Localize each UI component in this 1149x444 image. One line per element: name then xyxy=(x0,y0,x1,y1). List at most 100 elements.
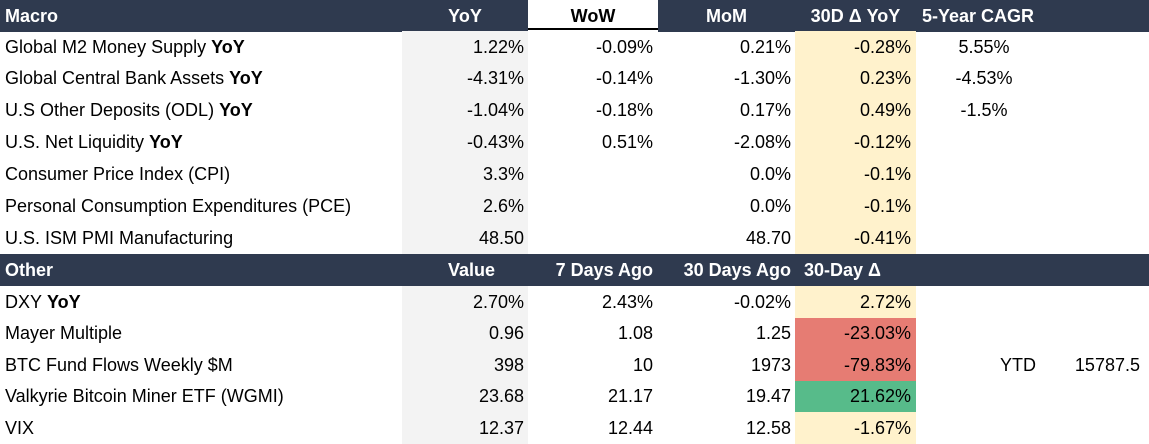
ytd-label: YTD xyxy=(1000,354,1036,375)
thirty-day-delta-cell[interactable]: 2.72% xyxy=(795,286,916,318)
cagr-cell[interactable] xyxy=(916,127,1052,159)
value-header[interactable]: Value xyxy=(447,259,495,280)
macro-table-row: Personal Consumption Expenditures (PCE) 2… xyxy=(0,190,1149,223)
row-label-text: DXY xyxy=(5,291,43,312)
thirty-days-ago-cell[interactable]: 1.25 xyxy=(755,323,791,344)
macro-header-row: Macro YoY WoW MoM 30D Δ YoY 5-Year CAGR xyxy=(0,0,1149,32)
thirty-days-ago-cell[interactable]: 1973 xyxy=(750,354,791,375)
thirty-day-delta-cell[interactable]: -23.03% xyxy=(795,317,916,350)
cagr-cell[interactable]: 5.55% xyxy=(958,36,1010,57)
cagr-header[interactable]: 5-Year CAGR xyxy=(922,5,1035,26)
row-label[interactable]: Valkyrie Bitcoin Miner ETF (WGMI) xyxy=(0,381,402,413)
wow-header-underline xyxy=(528,28,658,30)
macro-header-label[interactable]: Macro xyxy=(5,5,59,26)
delta-30d-yoy-cell[interactable]: 0.23% xyxy=(795,62,916,95)
row-label[interactable]: Mayer Multiple xyxy=(0,318,402,350)
wow-cell[interactable]: -0.18% xyxy=(595,100,653,121)
ytd-value-cell[interactable]: 15787.5 xyxy=(1074,354,1140,375)
wow-cell[interactable] xyxy=(528,222,658,254)
thirty-days-ago-cell[interactable]: 12.58 xyxy=(745,417,791,438)
thirty-day-delta-cell[interactable]: -1.67% xyxy=(795,412,916,444)
wow-header[interactable]: WoW xyxy=(528,0,658,32)
mom-cell[interactable]: -1.30% xyxy=(733,68,791,89)
yoy-cell[interactable]: 48.50 xyxy=(402,222,528,255)
value-cell[interactable]: 2.70% xyxy=(402,286,528,318)
delta-30d-yoy-header[interactable]: 30D Δ YoY xyxy=(810,5,901,26)
value-cell[interactable]: 12.37 xyxy=(402,412,528,444)
value-cell[interactable]: 0.96 xyxy=(402,317,528,350)
row-label-text: Personal Consumption Expenditures (PCE) xyxy=(5,196,352,216)
mom-cell[interactable]: 0.17% xyxy=(739,100,791,121)
mom-cell[interactable]: 0.21% xyxy=(739,36,791,57)
row-label[interactable]: BTC Fund Flows Weekly $M xyxy=(0,349,402,381)
row-label-text: Global M2 Money Supply xyxy=(5,36,207,57)
seven-days-ago-cell[interactable]: 1.08 xyxy=(617,323,653,344)
macro-table-row: Global Central Bank Assets YoY -4.31% -0.14… xyxy=(0,62,1149,95)
row-label-text: Consumer Price Index (CPI) xyxy=(5,164,231,185)
wow-cell[interactable]: -0.14% xyxy=(595,68,653,89)
cagr-cell[interactable] xyxy=(916,191,1052,223)
macro-table-row: U.S. Net Liquidity YoY -0.43% 0.51% -2.08% -0… xyxy=(0,126,1149,159)
mom-header[interactable]: MoM xyxy=(706,5,747,26)
row-label[interactable]: Global Central Bank Assets YoY xyxy=(0,63,402,95)
thirty-days-ago-header[interactable]: 30 Days Ago xyxy=(683,259,791,280)
other-header-row: Other Value 7 Days Ago 30 Days Ago 30-Da… xyxy=(0,254,1149,286)
delta-30d-yoy-cell[interactable]: -0.41% xyxy=(795,222,916,255)
row-label[interactable]: VIX xyxy=(0,412,402,444)
row-label-text: BTC Fund Flows Weekly $M xyxy=(5,354,233,375)
cagr-cell[interactable]: -4.53% xyxy=(955,68,1013,89)
other-header-label[interactable]: Other xyxy=(5,259,54,280)
mom-cell[interactable]: 0.0% xyxy=(749,164,791,185)
delta-30d-yoy-cell[interactable]: -0.1% xyxy=(795,158,916,191)
mom-cell[interactable]: 48.70 xyxy=(745,227,791,248)
thirty-days-ago-cell[interactable]: 19.47 xyxy=(745,386,791,407)
thirty-day-delta-cell[interactable]: -79.83% xyxy=(795,349,916,382)
seven-days-ago-header[interactable]: 7 Days Ago xyxy=(555,259,653,280)
thirty-day-delta-cell[interactable]: 21.62% xyxy=(795,380,916,413)
thirty-day-delta-header[interactable]: 30-Day Δ xyxy=(804,259,881,280)
cagr-cell[interactable]: -1.5% xyxy=(960,100,1008,121)
yoy-cell[interactable]: 3.3% xyxy=(402,158,528,191)
delta-30d-yoy-cell[interactable]: -0.12% xyxy=(795,126,916,159)
row-label-bold-suffix: YoY xyxy=(219,100,253,121)
row-label[interactable]: U.S. Net Liquidity YoY xyxy=(0,127,402,159)
macro-table-row: U.S Other Deposits (ODL) YoY -1.04% -0.18% 0… xyxy=(0,94,1149,127)
seven-days-ago-cell[interactable]: 10 xyxy=(632,354,653,375)
thirty-days-ago-cell[interactable]: -0.02% xyxy=(733,291,791,312)
row-label-text: Global Central Bank Assets xyxy=(5,68,225,89)
wow-cell[interactable]: 0.51% xyxy=(601,132,653,153)
seven-days-ago-cell[interactable]: 21.17 xyxy=(607,386,653,407)
wow-cell[interactable] xyxy=(528,159,658,191)
row-label-bold-suffix: YoY xyxy=(211,36,245,57)
row-label[interactable]: DXY YoY xyxy=(0,286,402,318)
mom-cell[interactable]: 0.0% xyxy=(749,196,791,216)
other-table-row: BTC Fund Flows Weekly $M 398 10 1973 -79.83%… xyxy=(0,349,1149,382)
wow-cell[interactable]: -0.09% xyxy=(595,36,653,57)
yoy-cell[interactable]: -1.04% xyxy=(402,94,528,127)
mom-cell[interactable]: -2.08% xyxy=(733,132,791,153)
row-label[interactable]: Consumer Price Index (CPI) xyxy=(0,159,402,191)
cagr-cell[interactable] xyxy=(916,222,1052,254)
yoy-cell[interactable]: -0.43% xyxy=(402,126,528,159)
row-label[interactable]: Global M2 Money Supply YoY xyxy=(0,31,402,63)
wow-cell[interactable] xyxy=(528,191,658,223)
row-label[interactable]: Personal Consumption Expenditures (PCE) xyxy=(0,191,402,223)
seven-days-ago-cell[interactable]: 2.43% xyxy=(601,291,653,312)
cagr-cell[interactable] xyxy=(916,159,1052,191)
value-cell[interactable]: 23.68 xyxy=(402,380,528,413)
delta-30d-yoy-cell[interactable]: -0.1% xyxy=(795,190,916,223)
yoy-cell[interactable]: 1.22% xyxy=(402,31,528,63)
yoy-cell[interactable]: 2.6% xyxy=(402,190,528,223)
value-cell[interactable]: 398 xyxy=(402,349,528,382)
seven-days-ago-cell[interactable]: 12.44 xyxy=(607,417,653,438)
row-label[interactable]: U.S. ISM PMI Manufacturing xyxy=(0,222,402,254)
row-label[interactable]: U.S Other Deposits (ODL) YoY xyxy=(0,95,402,127)
delta-30d-yoy-cell[interactable]: 0.49% xyxy=(795,94,916,127)
row-label-text: Valkyrie Bitcoin Miner ETF (WGMI) xyxy=(5,386,284,407)
row-label-text: U.S. Net Liquidity xyxy=(5,132,145,153)
yoy-header[interactable]: YoY xyxy=(448,5,482,26)
delta-30d-yoy-cell[interactable]: -0.28% xyxy=(795,31,916,63)
other-table-row: Mayer Multiple 0.96 1.08 1.25 -23.03% xyxy=(0,317,1149,350)
yoy-cell[interactable]: -4.31% xyxy=(402,62,528,95)
